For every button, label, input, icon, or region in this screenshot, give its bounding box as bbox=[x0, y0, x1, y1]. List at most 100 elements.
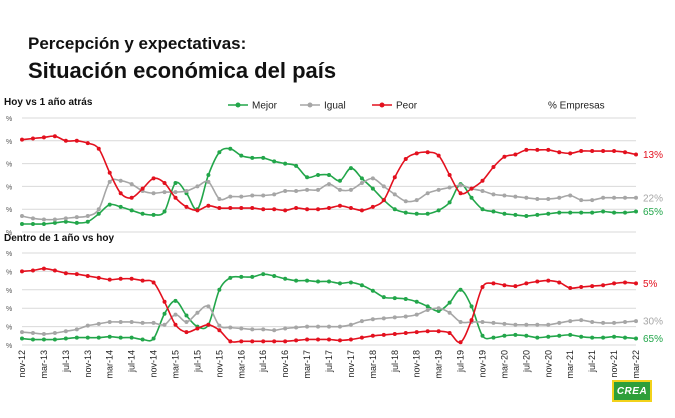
bottom-point-peor bbox=[546, 278, 551, 283]
bottom-point-mejor bbox=[381, 295, 386, 300]
bottom-point-igual bbox=[140, 320, 145, 325]
top-point-peor bbox=[337, 203, 342, 208]
x-tick-label: mar-22 bbox=[631, 350, 641, 379]
bottom-point-peor bbox=[634, 281, 638, 286]
bottom-point-mejor bbox=[20, 336, 24, 341]
top-point-peor bbox=[327, 206, 331, 211]
bottom-point-igual bbox=[173, 312, 178, 317]
top-end-label-mejor: 65% bbox=[643, 207, 663, 218]
top-point-mejor bbox=[568, 210, 573, 215]
crea-logo-text: CREA bbox=[616, 385, 648, 397]
bottom-point-peor bbox=[217, 328, 222, 333]
bottom-point-mejor bbox=[250, 274, 255, 279]
x-tick-label: jul-16 bbox=[258, 350, 268, 373]
bottom-point-igual bbox=[436, 306, 441, 311]
top-point-peor bbox=[436, 153, 441, 158]
top-point-mejor bbox=[272, 159, 277, 164]
bottom-point-mejor bbox=[41, 337, 46, 342]
top-point-igual bbox=[327, 182, 331, 187]
top-point-igual bbox=[458, 183, 463, 188]
top-point-peor bbox=[359, 208, 364, 213]
top-point-mejor bbox=[557, 210, 562, 215]
bottom-point-mejor bbox=[96, 335, 101, 340]
top-point-mejor bbox=[447, 200, 452, 205]
x-tick-label: mar-14 bbox=[105, 350, 115, 379]
bottom-point-peor bbox=[403, 331, 408, 336]
bottom-point-mejor bbox=[403, 297, 408, 301]
top-point-igual bbox=[359, 180, 364, 185]
bottom-point-igual bbox=[568, 319, 573, 324]
bottom-point-peor bbox=[74, 272, 79, 277]
bottom-point-mejor bbox=[305, 278, 310, 283]
x-tick-label: nov-20 bbox=[543, 350, 553, 378]
top-point-mejor bbox=[151, 212, 156, 217]
x-tick-label: mar-15 bbox=[171, 350, 181, 379]
top-point-peor bbox=[305, 207, 310, 212]
bottom-point-peor bbox=[447, 331, 452, 336]
bottom-point-igual bbox=[327, 324, 331, 329]
bottom-point-igual bbox=[52, 331, 57, 336]
top-point-igual bbox=[151, 191, 156, 196]
top-point-mejor bbox=[623, 210, 628, 215]
top-point-igual bbox=[348, 187, 353, 192]
top-point-mejor bbox=[590, 210, 595, 215]
top-point-igual bbox=[20, 214, 24, 219]
top-point-mejor bbox=[546, 211, 551, 216]
bottom-point-peor bbox=[261, 339, 266, 344]
top-y-tick-label: % bbox=[6, 162, 12, 169]
x-tick-label: nov-21 bbox=[609, 350, 619, 378]
top-point-peor bbox=[272, 207, 277, 212]
bottom-point-igual bbox=[623, 320, 628, 324]
bottom-point-mejor bbox=[524, 333, 529, 338]
x-tick-label: nov-14 bbox=[149, 350, 159, 378]
bottom-point-igual bbox=[239, 326, 244, 331]
bottom-point-peor bbox=[206, 322, 211, 327]
top-point-mejor bbox=[20, 222, 24, 227]
bottom-point-mejor bbox=[118, 335, 123, 340]
bottom-y-tick-label: % bbox=[6, 325, 12, 332]
top-point-igual bbox=[162, 190, 167, 195]
top-point-mejor bbox=[74, 220, 79, 225]
top-point-mejor bbox=[118, 204, 123, 209]
bottom-point-igual bbox=[96, 321, 101, 326]
top-point-peor bbox=[74, 138, 79, 143]
top-point-igual bbox=[502, 193, 507, 198]
bottom-point-mejor bbox=[392, 296, 397, 301]
top-point-mejor bbox=[30, 222, 35, 227]
top-point-peor bbox=[228, 206, 233, 211]
bottom-point-igual bbox=[162, 322, 167, 327]
top-point-mejor bbox=[228, 146, 233, 151]
top-point-mejor bbox=[348, 166, 353, 171]
bottom-point-peor bbox=[118, 276, 123, 281]
bottom-point-mejor bbox=[217, 287, 222, 292]
x-tick-label: nov-12 bbox=[17, 350, 27, 378]
top-point-peor bbox=[316, 207, 321, 212]
top-point-mejor bbox=[162, 209, 167, 214]
top-point-igual bbox=[272, 192, 277, 197]
bottom-y-tick-label: % bbox=[6, 269, 12, 276]
unit-label: % Empresas bbox=[548, 101, 605, 112]
bottom-point-peor bbox=[348, 337, 353, 342]
bottom-point-mejor bbox=[107, 334, 112, 339]
top-point-igual bbox=[206, 179, 211, 184]
top-point-igual bbox=[261, 193, 266, 198]
x-tick-label: nov-16 bbox=[280, 350, 290, 378]
bottom-point-igual bbox=[513, 322, 518, 327]
top-point-mejor bbox=[601, 209, 606, 214]
bottom-point-peor bbox=[381, 332, 386, 337]
x-tick-label: mar-16 bbox=[236, 350, 246, 379]
top-point-peor bbox=[502, 154, 507, 159]
top-point-igual bbox=[305, 187, 310, 192]
top-point-mejor bbox=[294, 163, 299, 168]
top-point-peor bbox=[480, 178, 485, 183]
top-point-peor bbox=[458, 191, 463, 196]
bottom-point-peor bbox=[359, 335, 364, 340]
bottom-point-mejor bbox=[129, 335, 134, 340]
top-point-mejor bbox=[52, 220, 57, 225]
top-point-igual bbox=[535, 196, 540, 201]
bottom-point-igual bbox=[590, 320, 595, 324]
bottom-y-tick-label: % bbox=[6, 343, 12, 350]
top-point-peor bbox=[381, 198, 386, 203]
top-point-igual bbox=[85, 214, 90, 219]
bottom-point-igual bbox=[85, 323, 90, 328]
